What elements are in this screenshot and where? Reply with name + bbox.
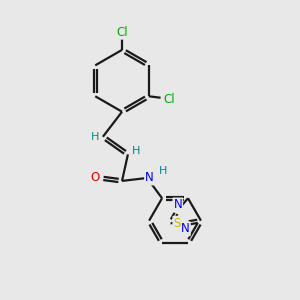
Text: O: O xyxy=(90,172,99,184)
Text: S: S xyxy=(173,217,181,230)
Text: H: H xyxy=(159,166,167,176)
Text: H: H xyxy=(132,146,140,157)
Text: N: N xyxy=(145,172,154,184)
Text: Cl: Cl xyxy=(116,26,128,39)
Text: N: N xyxy=(181,222,190,235)
Text: N: N xyxy=(173,198,182,212)
Text: Cl: Cl xyxy=(163,93,175,106)
Text: H: H xyxy=(91,132,99,142)
